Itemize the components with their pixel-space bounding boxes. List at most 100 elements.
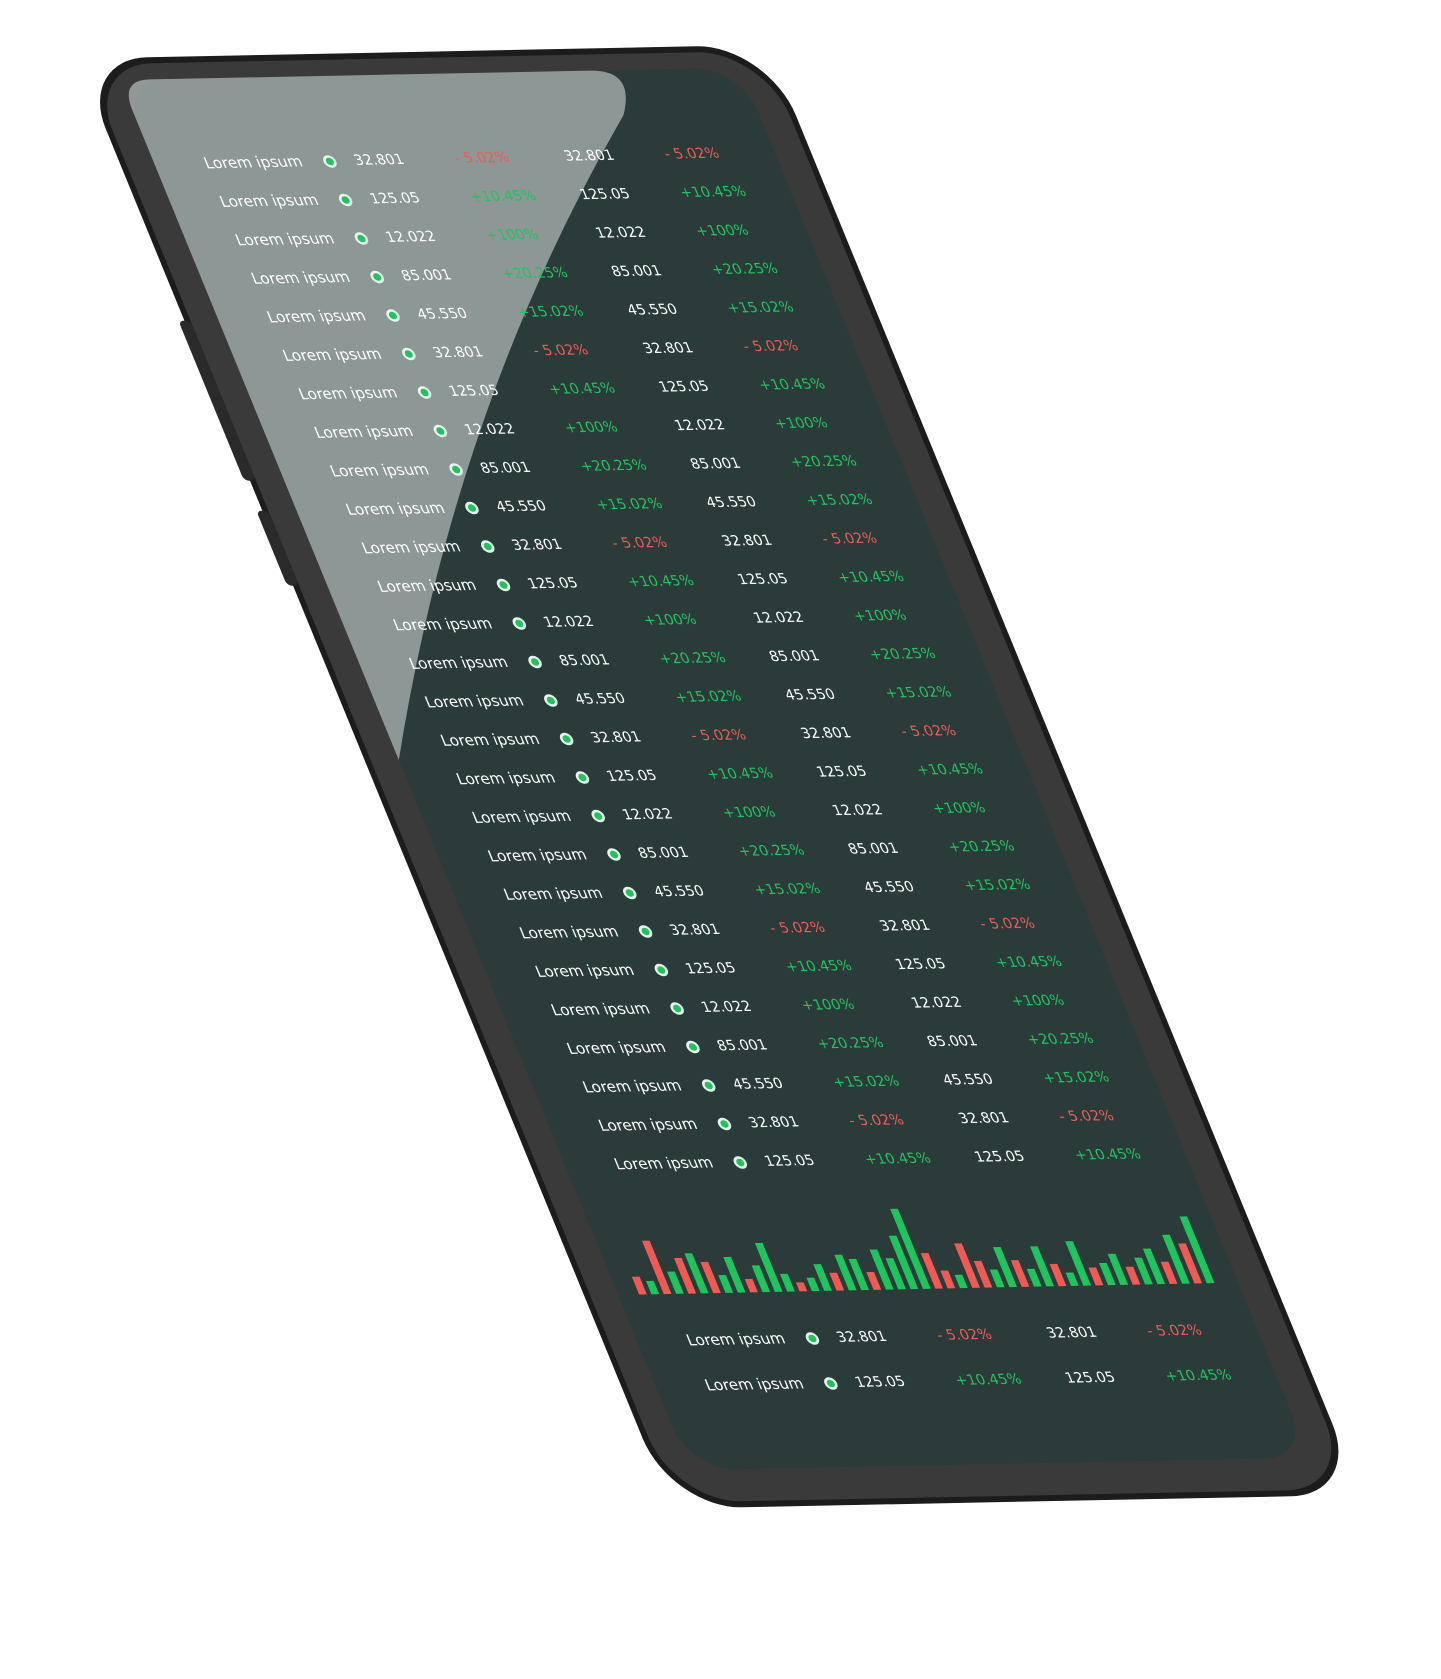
price: 45.550 [730, 1075, 786, 1092]
row-label: Lorem ipsum [438, 730, 542, 749]
price: 45.550 [703, 494, 759, 511]
change: +15.02% [803, 491, 875, 509]
price: 125.05 [762, 1152, 818, 1169]
status-dot [717, 1117, 732, 1131]
change: +20.25% [945, 838, 1017, 856]
price: 125.05 [577, 186, 633, 203]
status-dot [575, 771, 590, 784]
bar [1049, 1263, 1067, 1287]
price: 32.801 [640, 340, 696, 357]
price: 32.801 [877, 917, 933, 934]
change: +100% [772, 415, 831, 432]
row-label: Lorem ipsum [501, 884, 605, 903]
row-label: Lorem ipsum [264, 307, 368, 326]
bar [829, 1272, 845, 1291]
status-dot [805, 1332, 820, 1345]
price: 32.801 [351, 151, 407, 168]
change: - 5.02% [688, 727, 749, 744]
change: +15.02% [882, 684, 954, 702]
change: +20.25% [499, 265, 571, 283]
screen-content: Lorem ipsum 32.801 - 5.02% 32.801 - 5.02% Lor… [201, 145, 1234, 1394]
bar [1029, 1246, 1055, 1287]
row-label: Lorem ipsum [533, 961, 637, 980]
change: +10.45% [1162, 1367, 1234, 1385]
status-dot [354, 232, 369, 245]
status-dot [623, 886, 637, 900]
price: 32.801 [956, 1110, 1012, 1127]
change: - 5.02% [846, 1112, 907, 1129]
price: 45.550 [624, 301, 680, 318]
row-label: Lorem ipsum [296, 384, 400, 403]
bar [1010, 1260, 1030, 1287]
bar [1065, 1272, 1079, 1286]
change: +100% [693, 222, 752, 239]
bar [1065, 1241, 1092, 1286]
change: - 5.02% [1144, 1322, 1205, 1339]
price: 12.022 [830, 802, 886, 819]
price: 125.05 [814, 763, 870, 780]
change: +10.45% [862, 1150, 934, 1168]
price: 45.550 [782, 686, 838, 703]
change: - 5.02% [451, 149, 512, 166]
bar [888, 1235, 919, 1290]
change: +100% [562, 419, 621, 436]
status-dot [480, 540, 495, 553]
bar [920, 1252, 943, 1289]
side-button [180, 320, 255, 481]
change: +15.02% [593, 496, 665, 514]
status-dot [733, 1156, 748, 1169]
bar [795, 1282, 808, 1292]
price: 12.022 [462, 421, 518, 438]
change: +100% [641, 611, 700, 628]
bar [1178, 1243, 1203, 1284]
price: 32.801 [719, 532, 775, 549]
status-dot [824, 1377, 838, 1390]
change: - 5.02% [977, 915, 1038, 932]
price: 32.801 [746, 1114, 802, 1131]
price: 45.550 [861, 879, 917, 896]
change: - 5.02% [1056, 1108, 1117, 1125]
bar [1125, 1266, 1141, 1285]
price: 32.801 [588, 729, 644, 746]
change: +20.25% [1024, 1030, 1096, 1048]
bar [1107, 1253, 1129, 1285]
change: +15.02% [961, 876, 1033, 894]
bar [869, 1249, 894, 1290]
price: 32.801 [798, 725, 854, 742]
status-dot [512, 617, 527, 630]
change: +20.25% [788, 453, 860, 471]
status-dot [670, 1002, 684, 1015]
status-dot [701, 1079, 716, 1092]
bar [890, 1208, 931, 1289]
bar [940, 1270, 956, 1289]
status-dot [386, 309, 400, 322]
price: 125.05 [972, 1148, 1028, 1165]
change: +20.25% [867, 645, 939, 663]
price: 12.022 [620, 806, 676, 823]
change: +20.25% [657, 650, 729, 668]
change: - 5.02% [898, 723, 959, 740]
price: 125.05 [525, 575, 581, 592]
change: +15.02% [1040, 1069, 1112, 1087]
price: 85.001 [845, 840, 901, 857]
change: - 5.02% [819, 530, 880, 547]
price: 125.05 [367, 190, 423, 207]
row-label: Lorem ipsum [375, 576, 479, 595]
price: 12.022 [383, 228, 439, 245]
price: 125.05 [604, 767, 660, 784]
price: 85.001 [924, 1033, 980, 1050]
change: +10.45% [1072, 1146, 1144, 1164]
row-label: Lorem ipsum [580, 1077, 684, 1096]
change: +15.02% [830, 1073, 902, 1091]
row-label: Lorem ipsum [217, 191, 321, 210]
status-dot [559, 732, 574, 746]
status-dot [591, 809, 605, 823]
row-label: Lorem ipsum [391, 615, 495, 634]
price: 85.001 [714, 1037, 770, 1054]
status-dot [449, 463, 463, 476]
bar [779, 1273, 795, 1292]
bar [885, 1258, 906, 1290]
row-label: Lorem ipsum [564, 1038, 668, 1057]
bar [1162, 1234, 1190, 1284]
price: 12.022 [909, 994, 965, 1011]
